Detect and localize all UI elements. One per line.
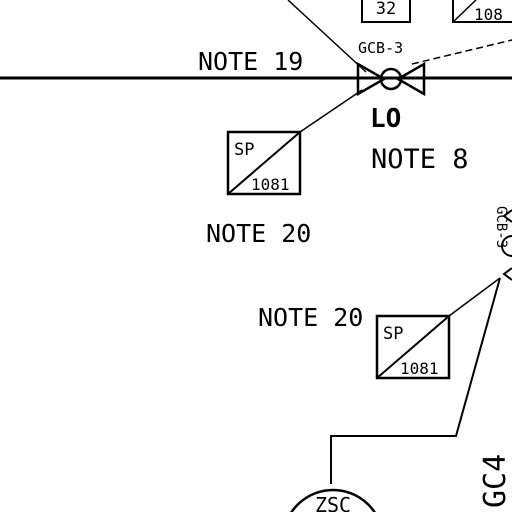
leader-line-upper [287,0,367,73]
leader-line-dashed [411,39,512,65]
valve-gcb-3-vertical [501,209,512,281]
tag-box-108: 108 [452,0,512,24]
setpoint-lower-top: SP [383,324,403,344]
tag-32-label: 32 [376,0,396,19]
valve-tag-vertical-label: GCB-3 [493,206,509,248]
setpoint-box-upper: SP 1081 [226,130,302,196]
valve-gcb-3 [356,61,426,97]
note-20-lower-label: NOTE 20 [258,303,363,332]
gc4-label: GC4 [478,454,512,508]
note-8-label: NOTE 8 [371,144,469,175]
valve-tag-label: GCB-3 [358,39,403,57]
note-20-upper-label: NOTE 20 [206,219,311,248]
signal-line-zsc [330,277,501,484]
zsc-instrument-bubble: ZSC [290,488,376,512]
setpoint-upper-top: SP [234,140,254,160]
setpoint-lower-bottom: 1081 [400,359,439,378]
note-19-label: NOTE 19 [198,47,303,76]
setpoint-upper-bottom: 1081 [251,175,290,194]
lock-state-label: LO [370,104,401,134]
zsc-label: ZSC [315,493,351,512]
leader-line-sp-lower [448,277,501,317]
leader-line-sp-upper [299,89,363,133]
tag-box-32: 32 [361,0,411,23]
tag-108-label: 108 [474,5,503,24]
setpoint-box-lower: SP 1081 [375,314,451,380]
